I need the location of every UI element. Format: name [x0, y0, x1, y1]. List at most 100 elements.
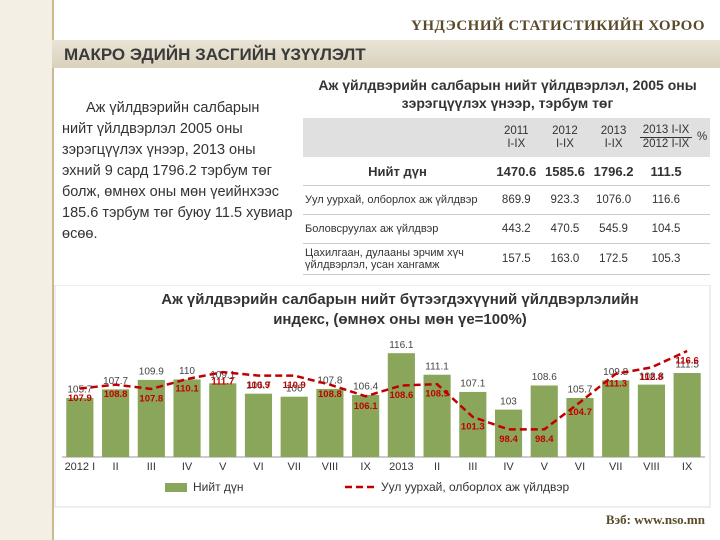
header-row: 2011 I-IX 2012 I-IX 2013 I-IX 2013 I-IX 2012 I-…	[303, 118, 710, 157]
table-cell: 443.2	[492, 214, 541, 244]
x-tick-label: III	[468, 461, 477, 473]
bar-label: 116.1	[389, 340, 414, 351]
line-label: 98.4	[535, 434, 554, 445]
table-cell: 116.6	[637, 185, 695, 215]
bar	[673, 373, 701, 457]
table-cell	[694, 157, 710, 186]
line	[79, 349, 688, 431]
bar	[280, 396, 308, 457]
table-row: Нийт дүн 1470.6 1585.6 1796.2 111.5	[303, 157, 710, 186]
x-tick-label: II	[434, 461, 440, 473]
x-tick-label: VI	[253, 461, 263, 473]
header-cell: %	[694, 118, 710, 157]
x-tick-label: VII	[287, 461, 300, 473]
line-label: 107.9	[68, 393, 92, 404]
bar-label: 103	[500, 396, 517, 407]
header-cell: 2011 I-IX	[492, 118, 541, 157]
table-cell: Цахилгаан, дулааны эрчим хүч үйлдвэрлэл,…	[303, 243, 492, 275]
line-label: 110.9	[283, 380, 306, 391]
bar-label: 109.1	[210, 370, 235, 381]
bar-label: 107.8	[317, 376, 342, 387]
slide-title: МАКРО ЭДИЙН ЗАСГИЙН ҮЗҮҮЛЭЛТ	[64, 45, 366, 64]
line-label: 98.4	[499, 434, 518, 445]
table-cell: 172.5	[589, 243, 638, 275]
bar-label: 111.5	[675, 360, 699, 371]
table-cell: 111.5	[637, 157, 695, 186]
line-label: 108.8	[318, 389, 342, 400]
x-tick-label: IX	[360, 461, 371, 473]
x-tick-label: IV	[182, 461, 193, 473]
header-text: 2012	[552, 124, 578, 137]
bar	[209, 383, 237, 457]
x-tick-label: 2012 I	[65, 461, 96, 473]
table-cell: Боловсруулах аж үйлдвэр	[303, 214, 492, 244]
x-tick-label: III	[147, 461, 156, 473]
table-cell	[694, 185, 710, 215]
x-tick-label: VII	[609, 461, 622, 473]
line-label: 110.9	[247, 380, 270, 391]
line-label: 108.6	[389, 390, 413, 401]
legend-swatch	[165, 483, 187, 492]
paragraph: Аж үйлдвэрийн салбарын нийт үйлдвэрлэл 2…	[62, 100, 293, 242]
bar-label: 110	[179, 366, 195, 377]
header-text: 2013 I-IX	[639, 124, 693, 138]
table-cell: 923.3	[540, 185, 590, 215]
header-text: I-IX	[555, 137, 574, 150]
bar-label: 108.6	[532, 372, 557, 383]
x-tick-label: II	[113, 461, 119, 473]
bar-label: 107.1	[460, 379, 485, 390]
x-tick-label: IV	[503, 461, 514, 473]
organization: ҮНДЭСНИЙ СТАТИСТИКИЙН ХОРОО	[410, 18, 705, 34]
header-text: 2011	[503, 124, 529, 137]
bar-label: 106.4	[353, 382, 378, 393]
bar	[352, 394, 380, 457]
table-cell: 545.9	[589, 214, 638, 244]
table-cell: Уул уурхай, олборлох аж үйлдвэр	[303, 185, 492, 215]
bar	[66, 397, 94, 457]
table-cell	[694, 243, 710, 275]
bar-label: 106.7	[246, 380, 271, 391]
x-tick-label: V	[219, 461, 227, 473]
table-cell: 470.5	[540, 214, 590, 244]
x-tick-label: VI	[575, 461, 585, 473]
bar-label: 107.7	[103, 376, 128, 387]
header-cell: 2013 I-IX 2012 I-IX	[637, 118, 695, 157]
chart-title: Аж үйлдвэрийн салбарын нийт бүтээгдэхүүн…	[161, 291, 639, 328]
line-label: 101.3	[461, 421, 485, 432]
x-tick-label: IX	[682, 461, 693, 473]
legend-label: Уул уурхай, олборлох аж үйлдвэр	[381, 480, 569, 494]
header-text: I-IX	[604, 137, 623, 150]
bar	[244, 393, 273, 457]
bar	[423, 374, 451, 457]
x-tick-label: 2013	[389, 461, 413, 473]
legend-label: Нийт дүн	[193, 480, 244, 494]
table-title: Аж үйлдвэрийн салбарын нийт үйлдвэрлэл, …	[318, 77, 697, 111]
bar	[137, 379, 165, 457]
bar	[459, 391, 487, 457]
bar	[316, 388, 344, 457]
table-cell: 104.5	[637, 214, 695, 244]
table-cell: 1585.6	[540, 157, 590, 186]
line-label: 108.8	[104, 389, 128, 400]
line-label: 104.7	[568, 407, 592, 418]
bar	[102, 389, 130, 457]
side-strip	[0, 0, 54, 540]
x-tick-label: V	[541, 461, 549, 473]
table-cell: 1076.0	[589, 185, 638, 215]
chart: Аж үйлдвэрийн салбарын нийт бүтээгдэхүүн…	[54, 285, 711, 508]
line-label: 107.8	[139, 393, 163, 404]
header-cell: 2013 I-IX	[589, 118, 638, 157]
bar-label: 105.7	[567, 385, 592, 396]
title-bar	[52, 40, 720, 68]
line-label: 111.7	[211, 377, 234, 388]
header-text: %	[696, 131, 708, 143]
bar	[602, 380, 630, 457]
header-text: 2012 I-IX	[642, 138, 690, 150]
table-cell	[694, 214, 710, 244]
bar	[387, 353, 415, 457]
website: Вэб: www.nso.mn	[605, 512, 705, 527]
line-label: 108.9	[425, 389, 449, 400]
table-cell: 157.5	[492, 243, 541, 275]
line-label: 110.1	[175, 384, 199, 395]
data-table: 2011 I-IX 2012 I-IX 2013 I-IX 2013 I-IX 2012 I-…	[303, 118, 710, 275]
